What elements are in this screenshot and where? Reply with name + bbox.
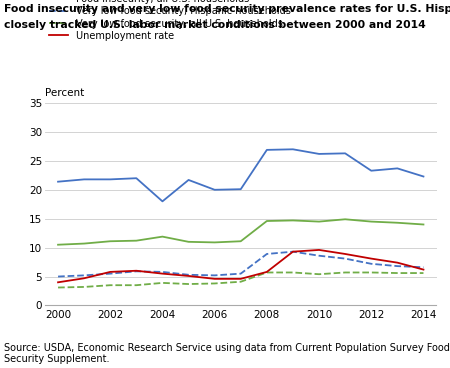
- Food insecurity, all U.S. households: [316, 219, 322, 224]
- Unemployment rate: [290, 250, 296, 254]
- Very low food security, Hispanic households: [108, 272, 113, 276]
- Very low food security, Hispanic households: [55, 274, 61, 279]
- Very low food security, Hispanic households: [290, 250, 296, 254]
- Food insecurity, Hispanic households: [160, 199, 165, 204]
- Text: Food insecurity and very low food security prevalence rates for U.S. Hispanic ho: Food insecurity and very low food securi…: [4, 4, 450, 14]
- Unemployment rate: [238, 277, 243, 281]
- Unemployment rate: [55, 280, 61, 284]
- Food insecurity, all U.S. households: [108, 239, 113, 244]
- Food insecurity, all U.S. households: [186, 240, 191, 244]
- Unemployment rate: [395, 261, 400, 265]
- Legend: Food insecurity, Hispanic households, Food insecurity, all U.S. households, Very: Food insecurity, Hispanic households, Fo…: [45, 0, 295, 45]
- Line: Very low food security, all U.S. households: Very low food security, all U.S. househo…: [58, 272, 423, 287]
- Food insecurity, all U.S. households: [212, 240, 217, 245]
- Food insecurity, all U.S. households: [290, 218, 296, 223]
- Food insecurity, Hispanic households: [264, 148, 270, 152]
- Very low food security, all U.S. households: [186, 282, 191, 286]
- Very low food security, Hispanic households: [160, 270, 165, 274]
- Unemployment rate: [342, 252, 348, 256]
- Very low food security, all U.S. households: [316, 272, 322, 276]
- Food insecurity, all U.S. households: [395, 220, 400, 225]
- Food insecurity, all U.S. households: [55, 243, 61, 247]
- Text: Percent: Percent: [45, 88, 84, 98]
- Very low food security, Hispanic households: [186, 273, 191, 277]
- Food insecurity, all U.S. households: [264, 219, 270, 223]
- Food insecurity, Hispanic households: [316, 152, 322, 156]
- Food insecurity, Hispanic households: [238, 187, 243, 191]
- Line: Unemployment rate: Unemployment rate: [58, 250, 423, 282]
- Food insecurity, Hispanic households: [342, 151, 348, 156]
- Very low food security, all U.S. households: [108, 283, 113, 287]
- Very low food security, Hispanic households: [395, 264, 400, 268]
- Very low food security, all U.S. households: [290, 270, 296, 275]
- Unemployment rate: [186, 274, 191, 278]
- Food insecurity, Hispanic households: [421, 174, 426, 179]
- Unemployment rate: [316, 248, 322, 252]
- Text: closely tracked U.S. labor market conditions between 2000 and 2014: closely tracked U.S. labor market condit…: [4, 20, 426, 30]
- Very low food security, all U.S. households: [55, 285, 61, 290]
- Very low food security, Hispanic households: [316, 254, 322, 258]
- Very low food security, all U.S. households: [395, 271, 400, 275]
- Food insecurity, all U.S. households: [342, 217, 348, 222]
- Food insecurity, all U.S. households: [160, 234, 165, 239]
- Very low food security, all U.S. households: [369, 270, 374, 275]
- Very low food security, Hispanic households: [81, 273, 87, 277]
- Unemployment rate: [134, 269, 139, 273]
- Unemployment rate: [160, 272, 165, 276]
- Line: Food insecurity, Hispanic households: Food insecurity, Hispanic households: [58, 149, 423, 201]
- Food insecurity, all U.S. households: [134, 238, 139, 243]
- Very low food security, Hispanic households: [212, 273, 217, 277]
- Unemployment rate: [369, 256, 374, 261]
- Food insecurity, Hispanic households: [55, 180, 61, 184]
- Very low food security, all U.S. households: [212, 281, 217, 286]
- Unemployment rate: [421, 268, 426, 272]
- Very low food security, all U.S. households: [160, 281, 165, 285]
- Very low food security, all U.S. households: [421, 271, 426, 275]
- Very low food security, Hispanic households: [238, 272, 243, 276]
- Very low food security, Hispanic households: [421, 265, 426, 269]
- Food insecurity, Hispanic households: [212, 188, 217, 192]
- Food insecurity, Hispanic households: [369, 169, 374, 173]
- Line: Food insecurity, all U.S. households: Food insecurity, all U.S. households: [58, 219, 423, 245]
- Line: Very low food security, Hispanic households: Very low food security, Hispanic househo…: [58, 252, 423, 276]
- Food insecurity, Hispanic households: [395, 166, 400, 171]
- Very low food security, all U.S. households: [342, 270, 348, 275]
- Unemployment rate: [81, 276, 87, 280]
- Very low food security, all U.S. households: [134, 283, 139, 287]
- Very low food security, Hispanic households: [369, 262, 374, 266]
- Food insecurity, Hispanic households: [134, 176, 139, 180]
- Food insecurity, Hispanic households: [108, 177, 113, 181]
- Food insecurity, Hispanic households: [81, 177, 87, 181]
- Very low food security, all U.S. households: [238, 280, 243, 284]
- Food insecurity, all U.S. households: [238, 239, 243, 244]
- Food insecurity, Hispanic households: [186, 178, 191, 182]
- Very low food security, Hispanic households: [342, 256, 348, 261]
- Very low food security, Hispanic households: [264, 252, 270, 256]
- Food insecurity, all U.S. households: [421, 222, 426, 227]
- Food insecurity, all U.S. households: [81, 241, 87, 246]
- Food insecurity, Hispanic households: [290, 147, 296, 152]
- Very low food security, Hispanic households: [134, 269, 139, 273]
- Unemployment rate: [264, 270, 270, 274]
- Very low food security, all U.S. households: [81, 285, 87, 289]
- Food insecurity, all U.S. households: [369, 219, 374, 224]
- Unemployment rate: [212, 277, 217, 281]
- Text: Source: USDA, Economic Research Service using data from Current Population Surve: Source: USDA, Economic Research Service …: [4, 343, 450, 364]
- Very low food security, all U.S. households: [264, 270, 270, 275]
- Unemployment rate: [108, 270, 113, 274]
